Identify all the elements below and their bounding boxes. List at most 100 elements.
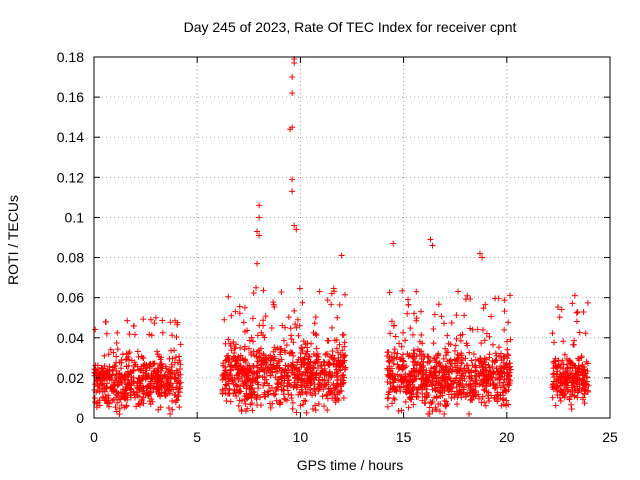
roti-point <box>387 374 394 381</box>
roti-point <box>501 297 508 304</box>
roti-point <box>157 356 164 363</box>
roti-point <box>442 403 449 410</box>
roti-point <box>396 356 403 363</box>
roti-point <box>551 339 557 346</box>
roti-point <box>269 400 276 407</box>
roti-point <box>228 312 235 319</box>
roti-point <box>102 318 109 325</box>
roti-point <box>475 357 482 364</box>
roti-point <box>257 394 264 401</box>
roti-point <box>165 379 172 386</box>
roti-point <box>265 388 272 395</box>
roti-point <box>263 360 270 367</box>
roti-point <box>427 236 434 243</box>
roti-point <box>260 332 267 339</box>
roti-point <box>274 345 281 352</box>
roti-point <box>221 370 228 377</box>
roti-point <box>446 375 453 382</box>
roti-point <box>315 387 322 394</box>
roti-point <box>316 288 323 295</box>
roti-point <box>391 346 398 353</box>
roti-point <box>173 367 180 374</box>
roti-point <box>170 386 177 393</box>
roti-point <box>309 392 316 399</box>
roti-point <box>498 350 505 357</box>
roti-point <box>109 397 116 404</box>
roti-point <box>498 357 505 364</box>
roti-point <box>239 378 246 385</box>
roti-point <box>489 341 496 348</box>
roti-point <box>295 376 302 383</box>
roti-point <box>560 374 567 381</box>
roti-point <box>326 390 333 397</box>
roti-point <box>456 368 463 375</box>
roti-point <box>504 381 511 388</box>
roti-point <box>169 332 176 339</box>
roti-point <box>507 366 514 373</box>
roti-point <box>337 381 344 388</box>
roti-point <box>500 379 507 386</box>
roti-point <box>223 356 230 363</box>
roti-point <box>244 375 251 382</box>
roti-point <box>388 318 395 325</box>
roti-point <box>321 403 328 410</box>
roti-point <box>385 389 392 396</box>
roti-point <box>297 391 304 398</box>
roti-point <box>583 381 590 388</box>
roti-point <box>308 378 315 385</box>
roti-point <box>98 365 105 372</box>
roti-point <box>439 392 446 399</box>
roti-point <box>582 386 589 393</box>
roti-point <box>476 373 483 380</box>
roti-point <box>321 381 328 388</box>
roti-point <box>256 232 263 239</box>
roti-point <box>333 336 340 343</box>
roti-point <box>479 254 486 261</box>
roti-point <box>312 407 319 414</box>
roti-point <box>499 370 506 377</box>
roti-point <box>222 390 229 397</box>
roti-point <box>249 315 256 322</box>
roti-point <box>441 371 448 378</box>
roti-point <box>103 367 110 374</box>
roti-point <box>562 369 569 376</box>
roti-point <box>461 312 468 319</box>
roti-point <box>293 324 300 331</box>
roti-point <box>236 310 243 317</box>
roti-point <box>226 371 233 378</box>
roti-point <box>340 352 347 359</box>
roti-point <box>290 352 297 359</box>
roti-point <box>560 374 567 381</box>
roti-point <box>399 287 406 294</box>
roti-point <box>431 385 438 392</box>
roti-point <box>549 381 556 388</box>
roti-point <box>228 362 235 369</box>
roti-point <box>285 314 292 321</box>
roti-point <box>392 333 399 340</box>
roti-point <box>399 362 406 369</box>
roti-point <box>238 369 245 376</box>
roti-point <box>298 372 305 379</box>
roti-point <box>323 370 330 377</box>
roti-point <box>131 391 138 398</box>
roti-point <box>228 347 235 354</box>
roti-point <box>494 375 501 382</box>
roti-point <box>163 365 170 372</box>
roti-point <box>287 126 294 133</box>
roti-point <box>137 367 144 374</box>
roti-point <box>340 395 347 402</box>
roti-point <box>574 394 581 401</box>
roti-point <box>311 381 318 388</box>
roti-point <box>237 388 244 395</box>
roti-point <box>293 226 300 233</box>
roti-point <box>291 60 298 67</box>
roti-point <box>404 310 411 317</box>
roti-point <box>410 384 417 391</box>
roti-point <box>411 367 418 374</box>
roti-point <box>338 359 345 366</box>
roti-point <box>123 350 130 357</box>
roti-point <box>445 382 452 389</box>
roti-point <box>409 331 416 338</box>
roti-point <box>413 317 420 324</box>
roti-point <box>282 396 289 403</box>
